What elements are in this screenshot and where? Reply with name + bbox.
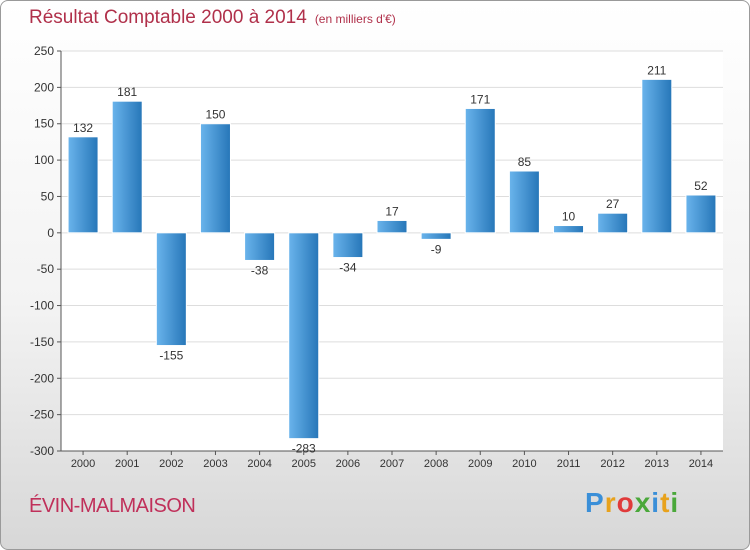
data-label: -283 xyxy=(292,442,316,456)
x-tick-label: 2010 xyxy=(512,458,536,470)
bar-2009 xyxy=(464,107,496,234)
bar-2008 xyxy=(420,232,452,240)
commune-name: ÉVIN-MALMAISON xyxy=(29,495,196,517)
y-tick-label: -250 xyxy=(30,408,54,422)
x-tick-label: 2013 xyxy=(645,458,669,470)
x-tick-label: 2007 xyxy=(380,458,404,470)
y-tick-label: 100 xyxy=(34,153,54,167)
data-label: -34 xyxy=(339,261,357,275)
y-tick-label: -50 xyxy=(37,262,55,276)
data-label: 171 xyxy=(470,92,490,106)
bar-2001 xyxy=(111,100,143,234)
bar-2007 xyxy=(376,219,408,234)
chart-title: Résultat Comptable 2000 à 2014 (en millie… xyxy=(29,7,396,29)
y-tick-label: 200 xyxy=(34,80,54,94)
x-tick-label: 2009 xyxy=(468,458,492,470)
data-label: 132 xyxy=(73,121,93,135)
y-tick-label: 50 xyxy=(41,189,55,203)
chart-title-text: Résultat Comptable 2000 à 2014 xyxy=(29,7,307,28)
y-tick-label: 250 xyxy=(34,44,54,58)
bar-chart: 250 200 150 100 50 0 -50 -100 -150 -200 -250 -300 13… xyxy=(30,44,723,470)
logo-letter: i xyxy=(670,487,680,518)
x-tick-label: 2011 xyxy=(557,458,581,470)
logo-letter: t xyxy=(660,487,671,518)
data-label: 181 xyxy=(117,85,137,99)
logo-letter: x xyxy=(634,487,652,518)
y-tick-label: -150 xyxy=(30,335,54,349)
chart-unit: (en milliers d'€) xyxy=(314,12,396,26)
data-label: -155 xyxy=(159,349,183,363)
x-tick-label: 2004 xyxy=(247,458,271,470)
y-tick-label: -100 xyxy=(30,299,54,313)
logo-letter: r xyxy=(604,487,617,518)
x-tick-label: 2008 xyxy=(424,458,448,470)
data-label: 150 xyxy=(205,108,225,122)
bar-2000 xyxy=(67,136,99,234)
x-tick-label: 2014 xyxy=(689,458,713,470)
y-tick-label: 0 xyxy=(47,226,54,240)
x-tick-label: 2002 xyxy=(159,458,183,470)
bar-2006 xyxy=(332,232,364,259)
x-tick-label: 2012 xyxy=(600,458,624,470)
x-tick-label: 2005 xyxy=(291,458,315,470)
data-label: 27 xyxy=(606,197,620,211)
x-tick-label: 2006 xyxy=(336,458,360,470)
logo-letter: i xyxy=(651,487,661,518)
data-label: 85 xyxy=(518,155,532,169)
x-tick-label: 2003 xyxy=(203,458,227,470)
data-label: -38 xyxy=(251,263,269,277)
data-label: -9 xyxy=(431,242,442,256)
data-label: 10 xyxy=(562,210,576,224)
bar-2004 xyxy=(244,232,276,261)
y-tick-label: 150 xyxy=(34,117,54,131)
proxiti-logo: Proxiti xyxy=(585,487,679,519)
bar-2005 xyxy=(288,232,320,440)
bar-2014 xyxy=(685,194,717,234)
bar-2013 xyxy=(641,78,673,234)
logo-letter: o xyxy=(616,487,635,518)
data-label: 52 xyxy=(694,179,708,193)
data-label: 17 xyxy=(385,204,399,218)
bar-2002 xyxy=(155,232,187,347)
data-label: 211 xyxy=(647,63,666,77)
logo-letter: P xyxy=(585,487,605,518)
x-tick-label: 2000 xyxy=(71,458,95,470)
bar-2003 xyxy=(199,123,231,234)
bar-2012 xyxy=(597,212,629,234)
y-tick-label: -300 xyxy=(30,444,54,458)
bar-2010 xyxy=(508,170,540,234)
bar-2011 xyxy=(553,225,585,234)
x-tick-label: 2001 xyxy=(115,458,139,470)
y-tick-label: -200 xyxy=(30,371,54,385)
